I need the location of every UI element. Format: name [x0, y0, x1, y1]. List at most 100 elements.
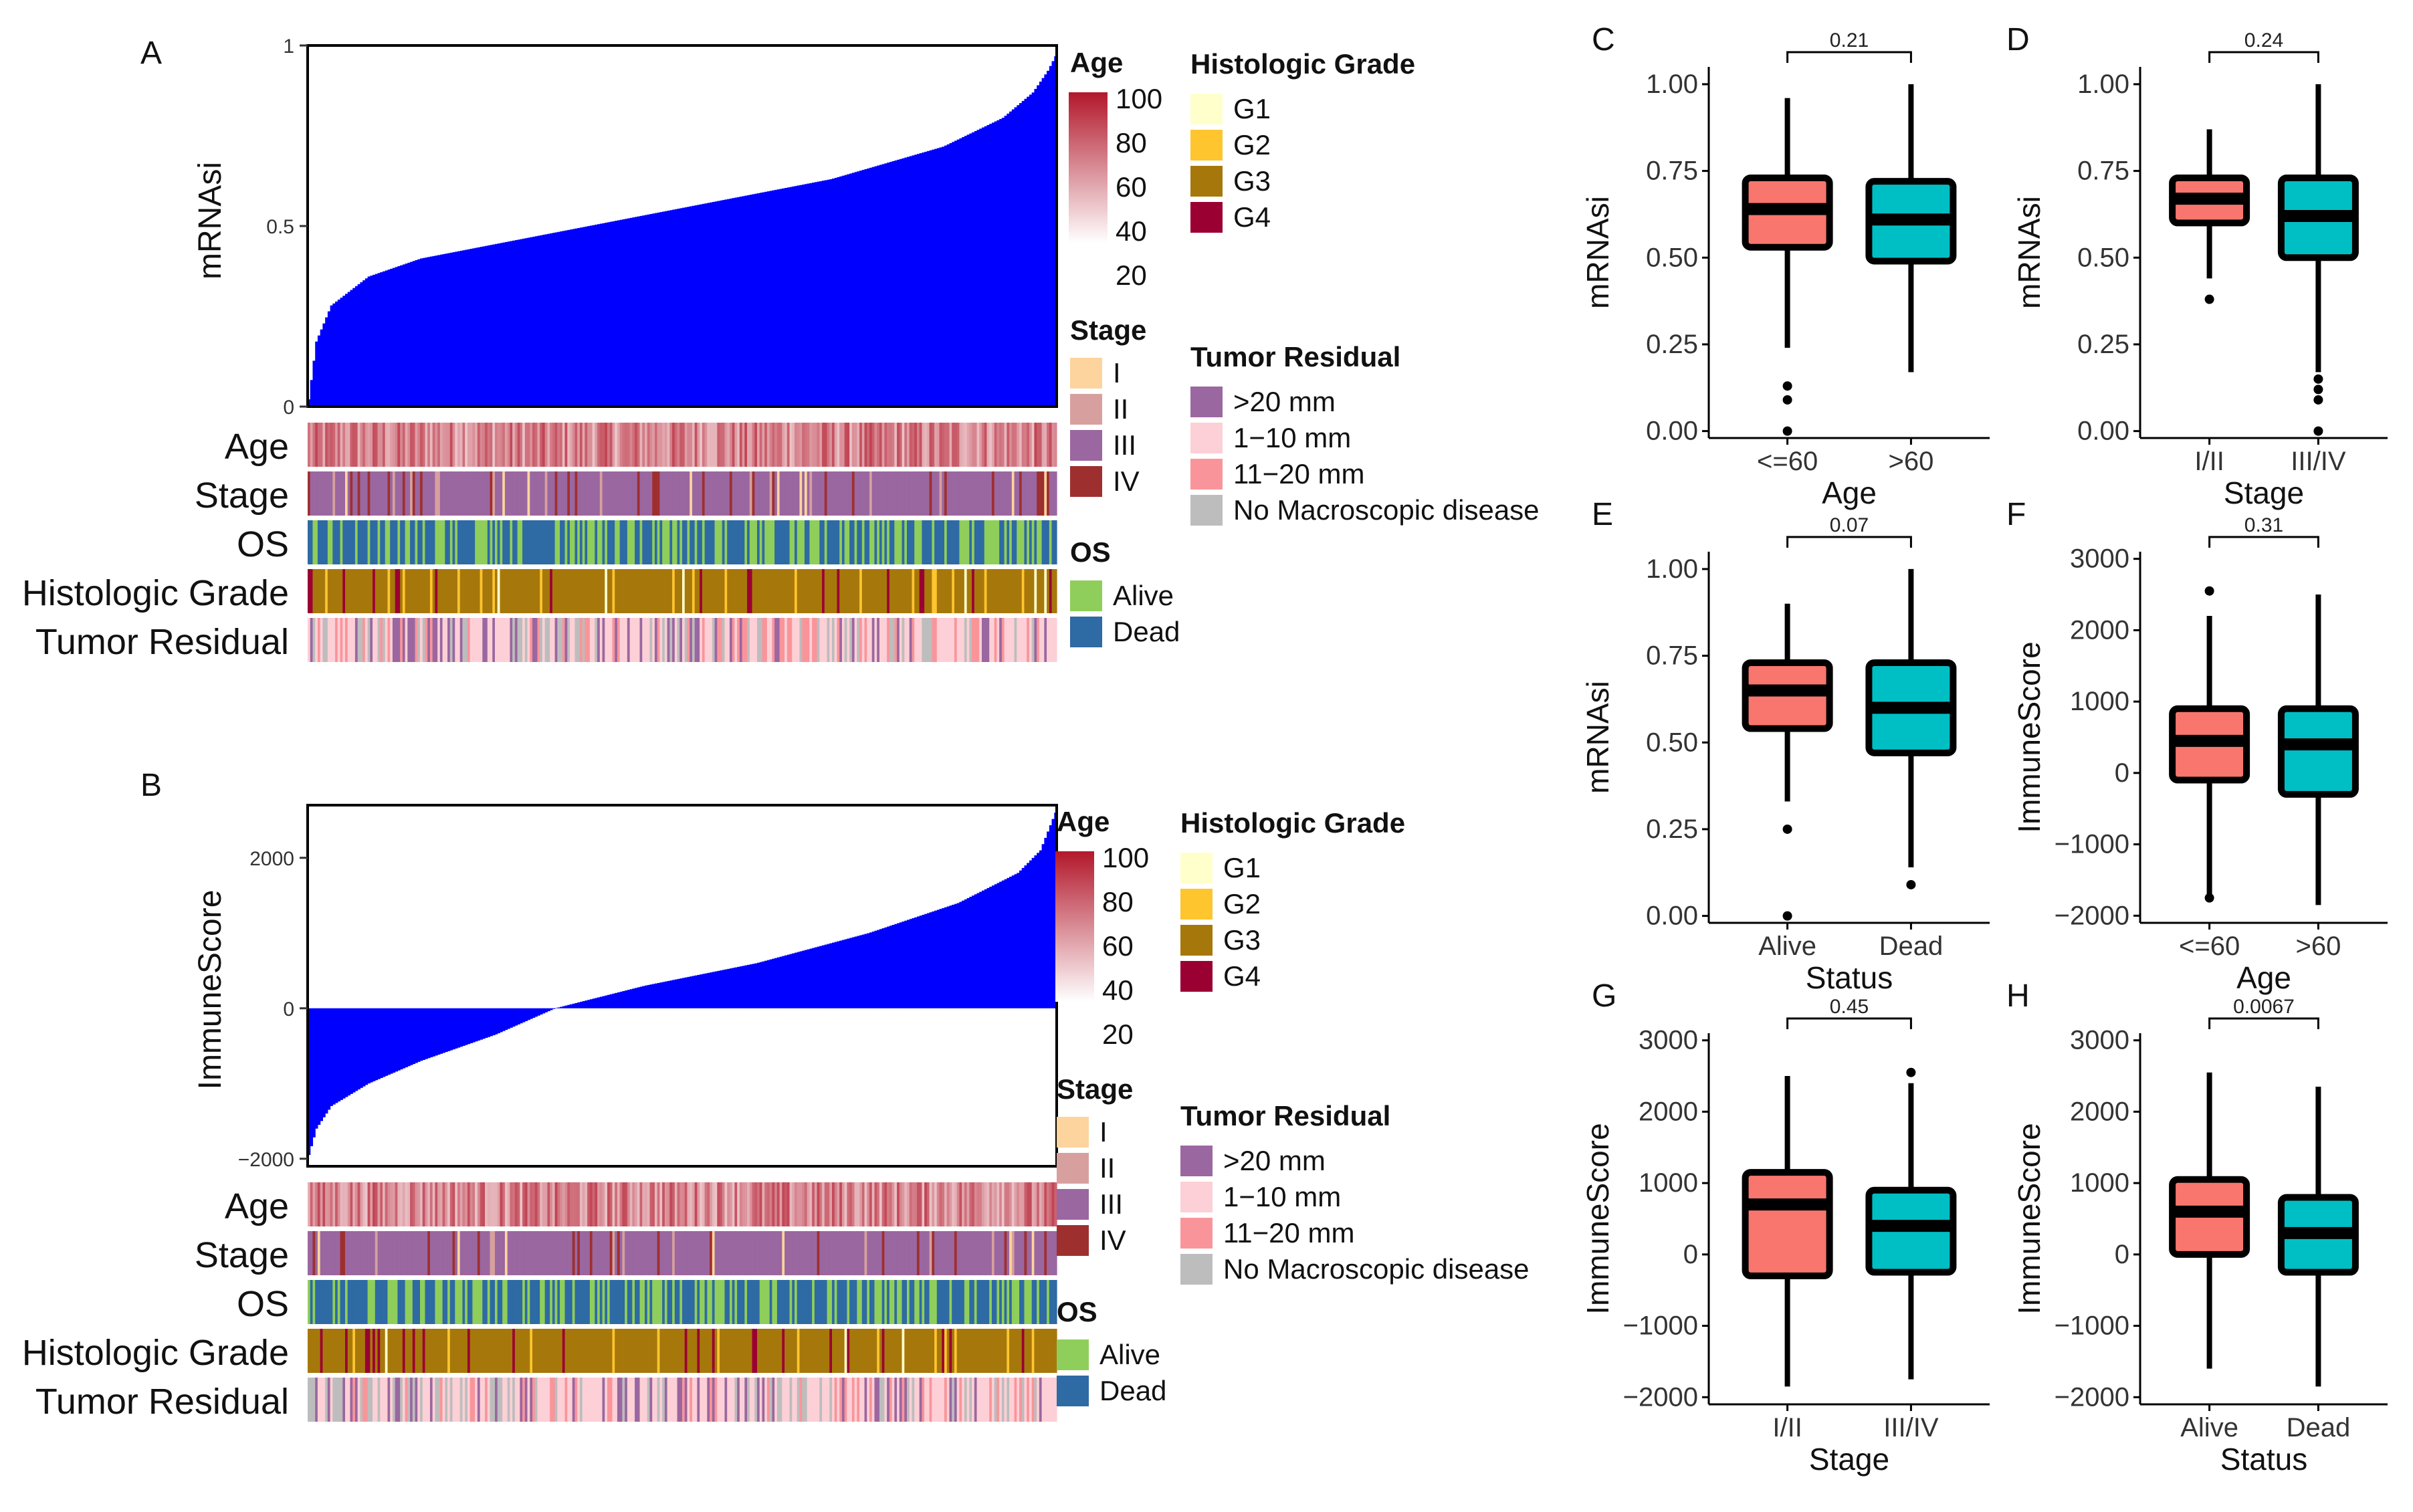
bar-B-287: [1024, 865, 1027, 1008]
heat-cell: [907, 618, 910, 662]
heat-cell: [849, 423, 853, 467]
legend-label: I: [1113, 357, 1121, 389]
heat-cell: [657, 1182, 660, 1226]
heat-cell: [700, 1329, 703, 1373]
heat-cell: [642, 520, 645, 564]
heat-cell: [534, 471, 538, 516]
heat-cell: [487, 520, 491, 564]
bar-A-263: [964, 136, 968, 407]
heat-cell: [522, 520, 526, 564]
heat-cell: [864, 569, 867, 613]
heat-cell: [956, 1182, 960, 1226]
heat-cell: [1019, 1378, 1023, 1422]
heat-cell: [664, 1280, 668, 1324]
y-tick-label: 2000: [249, 848, 294, 870]
heat-cell: [986, 1182, 990, 1226]
heat-cell: [310, 618, 314, 662]
heat-cell: [480, 1378, 483, 1422]
heat-cell: [609, 618, 613, 662]
heat-cell: [894, 1280, 898, 1324]
heat-cell: [395, 1182, 398, 1226]
bar-B-74: [492, 1008, 496, 1036]
heat-cell: [926, 1378, 930, 1422]
heat-cell: [487, 471, 491, 516]
bar-B-199: [804, 950, 808, 1008]
bar-B-155: [694, 975, 698, 1008]
heat-cell: [986, 520, 990, 564]
bar-A-297: [1049, 66, 1053, 407]
bar-A-268: [976, 130, 980, 407]
bar-B-69: [480, 1008, 483, 1040]
heat-cell: [912, 1182, 915, 1226]
heat-cell: [757, 618, 760, 662]
bar-B-67: [475, 1008, 478, 1042]
bar-B-198: [802, 950, 805, 1008]
heat-cell: [1027, 520, 1030, 564]
heat-cell: [654, 1182, 658, 1226]
heat-cell: [667, 1329, 670, 1373]
bar-B-250: [932, 911, 935, 1008]
heat-cell: [370, 423, 373, 467]
heat-cell: [482, 520, 486, 564]
bar-A-43: [415, 259, 418, 407]
heat-cell: [449, 1182, 453, 1226]
bar-B-44: [417, 1008, 421, 1062]
heat-cell: [452, 1329, 455, 1373]
heat-cell: [946, 520, 950, 564]
heat-cell: [1021, 520, 1025, 564]
heat-cell: [1034, 618, 1037, 662]
heat-cell: [789, 1182, 793, 1226]
bar-A-117: [599, 223, 603, 407]
heat-cell: [912, 520, 915, 564]
heat-cell: [357, 569, 360, 613]
heat-cell: [554, 1329, 558, 1373]
heat-cell: [734, 1378, 738, 1422]
heat-cell: [897, 471, 900, 516]
bar-B-177: [749, 964, 753, 1008]
legend-label: Dead: [1113, 616, 1180, 647]
heat-cell: [607, 471, 611, 516]
heat-cell: [739, 569, 743, 613]
heat-cell: [402, 1182, 406, 1226]
heat-cell: [792, 1182, 795, 1226]
heat-cell: [897, 423, 900, 467]
heat-cell: [672, 1329, 675, 1373]
heat-cell: [354, 471, 358, 516]
heat-cell: [469, 1378, 473, 1422]
heat-cell: [704, 1231, 708, 1275]
heat-cell: [827, 520, 830, 564]
heat-cell: [627, 1182, 631, 1226]
heat-cell: [622, 618, 625, 662]
heat-cell: [712, 423, 716, 467]
heat-cell: [645, 1378, 648, 1422]
heat-cell: [844, 423, 847, 467]
heat-cell: [664, 1378, 668, 1422]
heat-cell: [497, 1378, 501, 1422]
heat-cell: [979, 1231, 982, 1275]
heat-cell: [814, 618, 818, 662]
bar-B-236: [897, 923, 900, 1008]
heat-cell: [383, 1329, 386, 1373]
heat-cell: [802, 1280, 805, 1324]
heat-cell: [690, 1280, 693, 1324]
bar-A-196: [797, 185, 801, 407]
heat-cell: [1049, 618, 1053, 662]
heat-cell: [664, 569, 668, 613]
heat-cell: [857, 618, 860, 662]
heat-cell: [397, 1280, 401, 1324]
heat-cell: [902, 1280, 905, 1324]
heat-cell: [877, 569, 880, 613]
bar-A-254: [942, 146, 945, 407]
heat-cell: [720, 1231, 723, 1275]
heat-cell: [867, 1231, 870, 1275]
heat-cell: [697, 1280, 700, 1324]
heat-cell: [629, 618, 633, 662]
heat-cell: [387, 423, 391, 467]
bar-A-33: [390, 268, 393, 407]
heat-cell: [727, 618, 730, 662]
heat-cell: [700, 1280, 703, 1324]
heat-cell: [752, 1280, 755, 1324]
heat-cell: [350, 423, 353, 467]
heat-cell: [527, 423, 530, 467]
heat-cell: [984, 520, 988, 564]
